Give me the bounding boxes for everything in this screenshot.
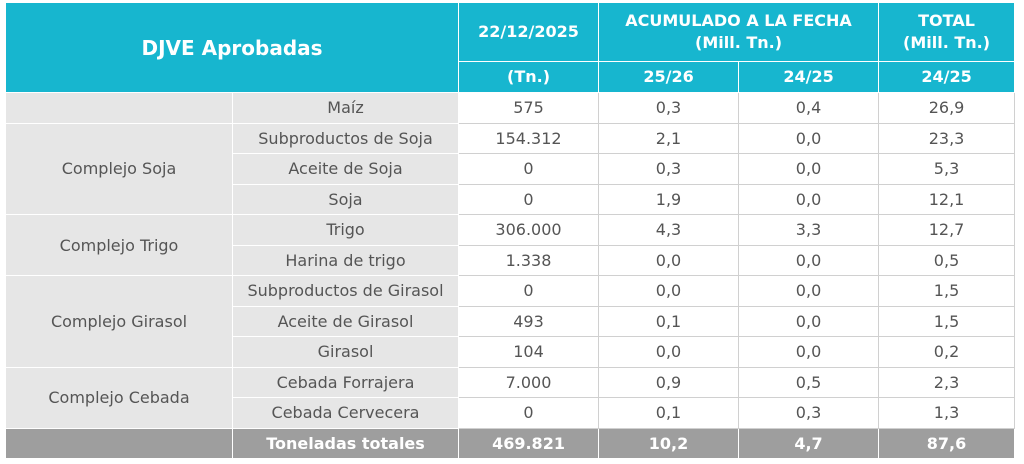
season-header: 24/25 [878,61,1016,93]
value-cell: 0,3 [738,397,880,429]
product-cell: Harina de trigo [231,244,460,276]
total-value: 87,6 [878,427,1016,459]
value-cell: 306.000 [458,214,600,246]
value-cell: 0,3 [598,92,740,124]
value-cell: 12,7 [878,214,1016,246]
total-label: Toneladas totales [231,427,460,459]
product-cell: Subproductos de Soja [231,122,460,154]
value-cell: 104 [458,336,600,368]
header-row: DJVE Aprobadas 22/12/2025 ACUMULADO A LA… [4,2,1016,93]
group-cell: Complejo Soja [5,122,233,215]
value-cell: 0,0 [598,275,740,307]
value-cell: 0 [458,153,600,185]
value-cell: 3,3 [738,214,880,246]
total-spacer [5,427,233,459]
value-cell: 1.338 [458,244,600,276]
header-text: ACUMULADO A LA FECHA [625,11,852,30]
value-cell: 1,9 [598,183,740,215]
product-cell: Maíz [231,92,460,124]
product-cell: Girasol [231,336,460,368]
value-cell: 154.312 [458,122,600,154]
value-cell: 0,0 [738,275,880,307]
value-cell: 0,3 [598,153,740,185]
product-cell: Aceite de Soja [231,153,460,185]
value-cell: 0 [458,397,600,429]
value-cell: 0,4 [738,92,880,124]
value-cell: 493 [458,305,600,337]
group-cell: Complejo Cebada [5,366,233,429]
value-cell: 0,0 [598,244,740,276]
value-cell: 12,1 [878,183,1016,215]
total-value: 469.821 [458,427,600,459]
product-cell: Soja [231,183,460,215]
value-cell: 0,0 [738,183,880,215]
group-cell: Complejo Trigo [5,214,233,276]
value-cell: 0,1 [598,305,740,337]
value-cell: 0,5 [878,244,1016,276]
value-cell: 0,9 [598,366,740,398]
value-cell: 0,0 [738,153,880,185]
table-row: Complejo Trigo Trigo 306.000 4,3 3,3 12,7 [5,214,1016,276]
header-text: TOTAL [918,11,975,30]
table-row: Cebada Cervecera 0 0,1 0,3 1,3 [6,397,1016,429]
table-row: Soja 0 1,9 0,0 12,1 [6,183,1016,215]
value-cell: 0,0 [738,122,880,154]
header-row: (Tn.) 25/26 24/25 24/25 [6,61,1016,93]
table-row: Complejo Soja Subproductos de Soja 154.312… [5,122,1016,215]
value-cell: 26,9 [878,92,1016,124]
group-cell: Complejo Girasol [5,275,233,368]
table-row: Maíz 575 0,3 0,4 26,9 [5,92,1016,124]
value-cell: 0,0 [738,244,880,276]
value-cell: 1,5 [878,305,1016,337]
group-cell [5,92,233,124]
table-body: Maíz 575 0,3 0,4 26,9 Complejo Soja Subproduct… [5,92,1016,459]
value-cell: 1,3 [878,397,1016,429]
product-cell: Subproductos de Girasol [231,275,460,307]
product-cell: Trigo [231,214,460,246]
unit-header: (Tn.) [458,61,600,93]
value-cell: 5,3 [878,153,1016,185]
total-row: Toneladas totales 469.821 10,2 4,7 87,6 [5,427,1016,459]
season-header: 25/26 [598,61,740,93]
value-cell: 0,0 [738,336,880,368]
table-row: Aceite de Girasol 493 0,1 0,0 1,5 [6,305,1016,337]
value-cell: 0 [458,275,600,307]
value-cell: 0,2 [878,336,1016,368]
table-row: Complejo Girasol Subproductos de Girasol 0… [5,275,1016,368]
value-cell: 0,0 [738,305,880,337]
djve-table: DJVE Aprobadas 22/12/2025 ACUMULADO A LA… [4,2,1016,459]
value-cell: 2,3 [878,366,1016,398]
value-cell: 7.000 [458,366,600,398]
season-header: 24/25 [738,61,880,93]
acumulado-header: ACUMULADO A LA FECHA (Mill. Tn.) [598,2,880,62]
product-cell: Cebada Forrajera [231,366,460,398]
value-cell: 575 [458,92,600,124]
table-header: DJVE Aprobadas 22/12/2025 ACUMULADO A LA… [4,2,1016,93]
value-cell: 0 [458,183,600,215]
total-value: 4,7 [738,427,880,459]
product-cell: Cebada Cervecera [231,397,460,429]
total-header: TOTAL (Mill. Tn.) [878,2,1016,62]
value-cell: 4,3 [598,214,740,246]
value-cell: 0,5 [738,366,880,398]
header-text: (Mill. Tn.) [903,33,991,52]
value-cell: 23,3 [878,122,1016,154]
value-cell: 2,1 [598,122,740,154]
value-cell: 0,0 [598,336,740,368]
value-cell: 1,5 [878,275,1016,307]
table-title: DJVE Aprobadas [4,2,460,93]
header-text: (Mill. Tn.) [695,33,783,52]
total-value: 10,2 [598,427,740,459]
table-row: Complejo Cebada Cebada Forrajera 7.000 0,9 0… [5,366,1016,429]
value-cell: 0,1 [598,397,740,429]
product-cell: Aceite de Girasol [231,305,460,337]
date-header: 22/12/2025 [458,2,600,62]
